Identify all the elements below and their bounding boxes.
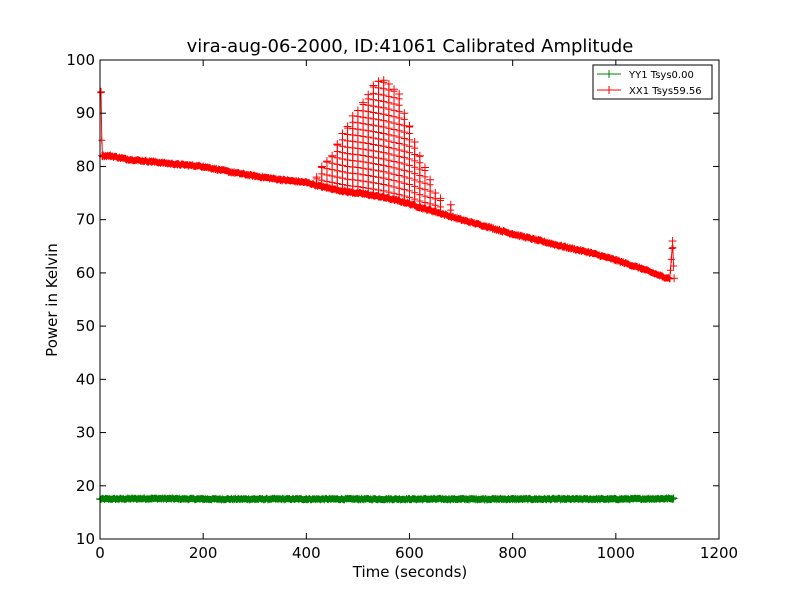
spike-markers [395, 90, 404, 205]
spike-markers [322, 157, 331, 192]
x-tick-label: 800 [498, 544, 527, 562]
y-tick-label: 90 [76, 104, 95, 122]
y-tick-label: 70 [76, 211, 95, 229]
spike-markers [390, 85, 399, 204]
y-axis-label: Power in Kelvin [43, 243, 61, 357]
legend: YY1 Tsys0.00 XX1 Tsys59.56 [592, 64, 713, 100]
spike-markers [374, 77, 383, 200]
spike-markers [384, 79, 393, 203]
x-tick-label: 1200 [700, 544, 738, 562]
x-tick-label: 200 [189, 544, 218, 562]
series-2 [97, 76, 679, 283]
x-tick-label: 600 [395, 544, 424, 562]
y-tick-label: 100 [66, 51, 95, 69]
spike-markers [343, 122, 352, 196]
chart-title: vira-aug-06-2000, ID:41061 Calibrated Am… [187, 36, 634, 57]
axes: 0 200 400 600 800 1000 1200 10 20 30 40 50 60 70 80 90 1… [66, 51, 738, 562]
y-tick-label: 60 [76, 264, 95, 282]
spike-markers [426, 175, 435, 214]
spike-markers [369, 81, 378, 200]
legend-marker [605, 70, 613, 78]
spike-markers [364, 90, 373, 199]
spike-markers [446, 200, 455, 220]
spike-markers [317, 162, 326, 191]
y-tick-label: 10 [76, 530, 95, 548]
y-tick-label: 40 [76, 370, 95, 388]
legend-box [592, 64, 713, 100]
x-axis-label: Time (seconds) [352, 563, 468, 581]
spike-markers [348, 111, 357, 197]
spike-markers [359, 98, 368, 198]
spike-markers [328, 151, 337, 193]
spike-markers [353, 106, 362, 197]
legend-entry: XX1 Tsys59.56 [629, 86, 702, 97]
x-tick-label: 0 [95, 544, 105, 562]
spike-markers [431, 189, 440, 216]
y-tick-label: 80 [76, 157, 95, 175]
x-tick-label: 1000 [597, 544, 635, 562]
spike-markers [436, 194, 445, 217]
legend-marker [605, 86, 613, 94]
spike-markers [379, 76, 388, 201]
plot-area [96, 76, 679, 504]
spike-markers [333, 140, 342, 194]
spike-markers [405, 121, 414, 208]
legend-entry: YY1 Tsys0.00 [628, 70, 694, 81]
x-tick-label: 400 [292, 544, 321, 562]
y-tick-label: 20 [76, 477, 95, 495]
spike-markers [420, 163, 429, 213]
spike-markers [410, 137, 419, 210]
spike-markers [415, 151, 424, 211]
spike-markers [338, 129, 347, 195]
y-tick-label: 30 [76, 424, 95, 442]
y-tick-label: 50 [76, 317, 95, 335]
spike-markers [400, 109, 409, 206]
spike-markers [312, 173, 321, 189]
